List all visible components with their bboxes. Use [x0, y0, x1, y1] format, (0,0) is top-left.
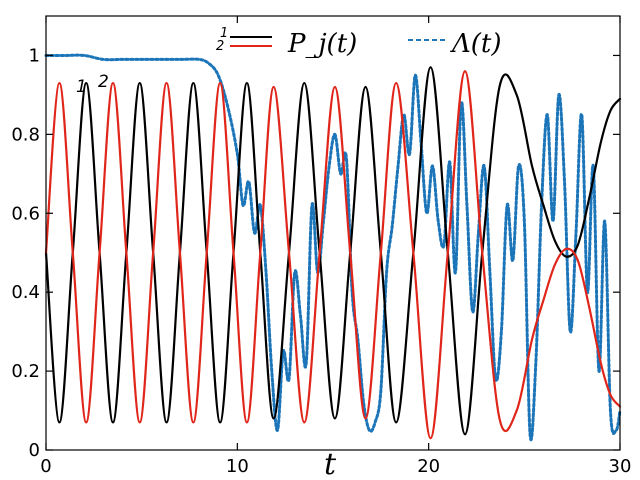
x-axis-title: t	[324, 447, 337, 480]
legend-number-1: 1	[220, 26, 228, 41]
y-tick-label: 1	[29, 45, 40, 66]
x-tick-label: 20	[417, 456, 440, 477]
legend-label-lambda: Λ(t)	[450, 29, 502, 59]
x-tick-label: 10	[226, 456, 249, 477]
axis-ticks: 0 10 20 30 0 0.2 0.4 0.6 0.8 1	[11, 16, 631, 477]
plot-area	[44, 53, 622, 442]
y-tick-label: 0.2	[11, 361, 40, 382]
x-tick-label: 30	[609, 456, 632, 477]
x-tick-label: 0	[40, 456, 51, 477]
series-line-p2	[44, 70, 622, 440]
plot-frame	[45, 15, 621, 451]
legend: 1 2 P_j(t) Λ(t)	[216, 26, 502, 59]
legend-number-2: 2	[216, 39, 224, 54]
curve-label-1: 1	[76, 77, 87, 97]
y-tick-label: 0.8	[11, 124, 40, 145]
curve-label-2: 2	[98, 72, 109, 92]
legend-label-p: P_j(t)	[287, 29, 357, 59]
series-line-p1	[44, 66, 622, 436]
y-tick-label: 0.4	[11, 282, 40, 303]
y-tick-label: 0.6	[11, 203, 40, 224]
y-tick-label: 0	[29, 440, 40, 461]
